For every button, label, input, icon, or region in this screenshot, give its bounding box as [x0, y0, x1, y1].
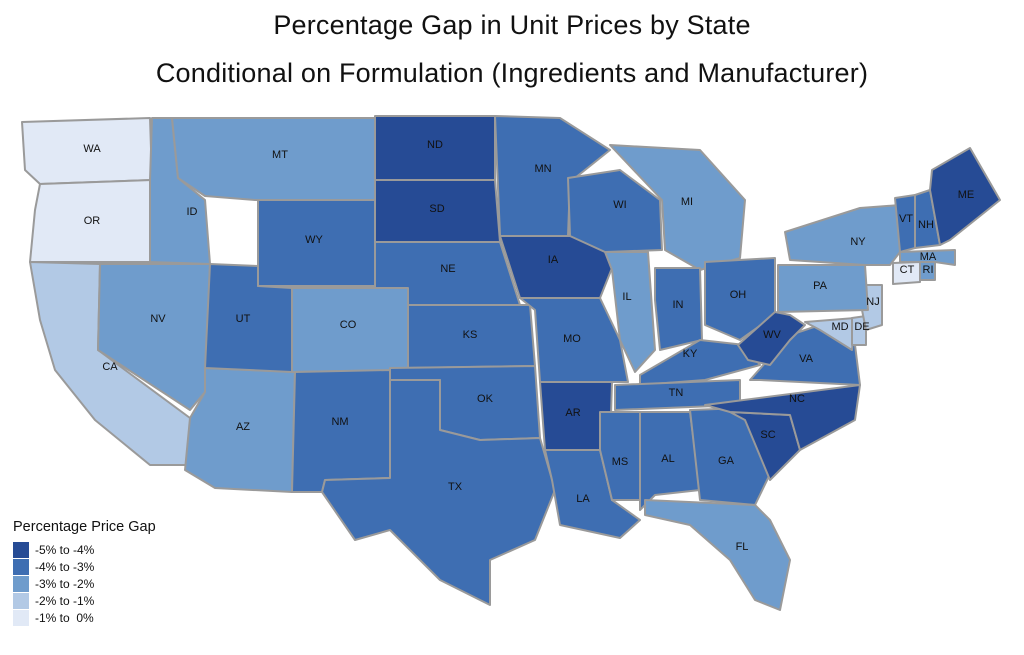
state-label-id: ID [187, 206, 198, 218]
legend-swatch [13, 558, 29, 575]
state-label-ga: GA [718, 455, 735, 467]
state-label-la: LA [576, 493, 590, 505]
state-label-nc: NC [789, 393, 805, 405]
state-label-vt: VT [899, 213, 913, 225]
state-label-sc: SC [760, 429, 775, 441]
state-label-ky: KY [683, 348, 698, 360]
legend-title: Percentage Price Gap [13, 519, 156, 535]
state-label-mi: MI [681, 196, 693, 208]
state-ny [784, 204, 901, 266]
state-label-nj: NJ [866, 296, 879, 308]
state-label-az: AZ [236, 421, 250, 433]
legend-item: -2% to -1% [13, 592, 156, 609]
state-label-mo: MO [563, 333, 581, 345]
state-label-ri: RI [923, 264, 934, 276]
state-label-oh: OH [730, 289, 747, 301]
state-label-wv: WV [763, 329, 781, 341]
state-label-co: CO [340, 319, 357, 331]
state-nm [291, 369, 391, 493]
state-label-wi: WI [613, 199, 626, 211]
state-fl [644, 499, 791, 611]
map-title: Percentage Gap in Unit Prices by State [273, 10, 751, 40]
state-label-ok: OK [477, 393, 494, 405]
state-label-sd: SD [429, 203, 444, 215]
state-label-nd: ND [427, 139, 443, 151]
state-label-in: IN [673, 299, 684, 311]
state-label-md: MD [831, 321, 848, 333]
state-il [604, 251, 656, 373]
state-label-me: ME [958, 189, 975, 201]
state-label-ne: NE [440, 263, 455, 275]
state-label-tx: TX [448, 481, 463, 493]
legend-item: -4% to -3% [13, 558, 156, 575]
state-label-il: IL [622, 291, 631, 303]
legend-label: -4% to -3% [35, 559, 95, 574]
state-label-va: VA [799, 353, 814, 365]
state-mo [519, 297, 629, 383]
map-subtitle: Conditional on Formulation (Ingredients … [155, 58, 869, 88]
state-label-ar: AR [565, 407, 580, 419]
state-md [804, 317, 856, 351]
legend-label: -5% to -4% [35, 542, 95, 557]
state-me [929, 147, 1001, 246]
legend-label: -1% to 0% [35, 610, 94, 625]
state-label-wa: WA [83, 143, 101, 155]
state-ma [899, 249, 956, 266]
state-ms [599, 411, 641, 501]
state-label-de: DE [854, 321, 869, 333]
state-label-ms: MS [612, 456, 629, 468]
legend-label: -2% to -1% [35, 593, 95, 608]
state-label-wy: WY [305, 234, 323, 246]
legend-item: -3% to -2% [13, 575, 156, 592]
state-label-nm: NM [331, 416, 348, 428]
state-in [654, 267, 703, 351]
state-wi [567, 169, 663, 253]
legend-label: -3% to -2% [35, 576, 95, 591]
state-label-ia: IA [548, 254, 559, 266]
state-de [851, 315, 867, 346]
legend-item: -5% to -4% [13, 541, 156, 558]
state-label-mt: MT [272, 149, 288, 161]
legend-swatch [13, 609, 29, 626]
state-label-al: AL [661, 453, 674, 465]
state-label-or: OR [84, 215, 101, 227]
state-label-nh: NH [918, 219, 934, 231]
state-label-ny: NY [850, 236, 866, 248]
state-label-ct: CT [900, 264, 915, 276]
legend-swatch [13, 575, 29, 592]
state-label-nv: NV [150, 313, 166, 325]
legend-swatch [13, 592, 29, 609]
legend: Percentage Price Gap -5% to -4% -4% to -3… [13, 519, 156, 626]
legend-swatch [13, 541, 29, 558]
legend-item: -1% to 0% [13, 609, 156, 626]
state-label-ks: KS [463, 329, 478, 341]
state-label-mn: MN [534, 163, 551, 175]
state-al [639, 411, 701, 511]
state-nv [97, 263, 211, 411]
state-label-ma: MA [920, 251, 937, 263]
state-label-tn: TN [669, 387, 684, 399]
state-or [29, 179, 153, 263]
state-label-ca: CA [102, 361, 118, 373]
state-tx [321, 379, 556, 606]
state-label-ut: UT [236, 313, 251, 325]
state-pa [777, 264, 869, 313]
state-label-fl: FL [736, 541, 749, 553]
state-label-pa: PA [813, 280, 828, 292]
